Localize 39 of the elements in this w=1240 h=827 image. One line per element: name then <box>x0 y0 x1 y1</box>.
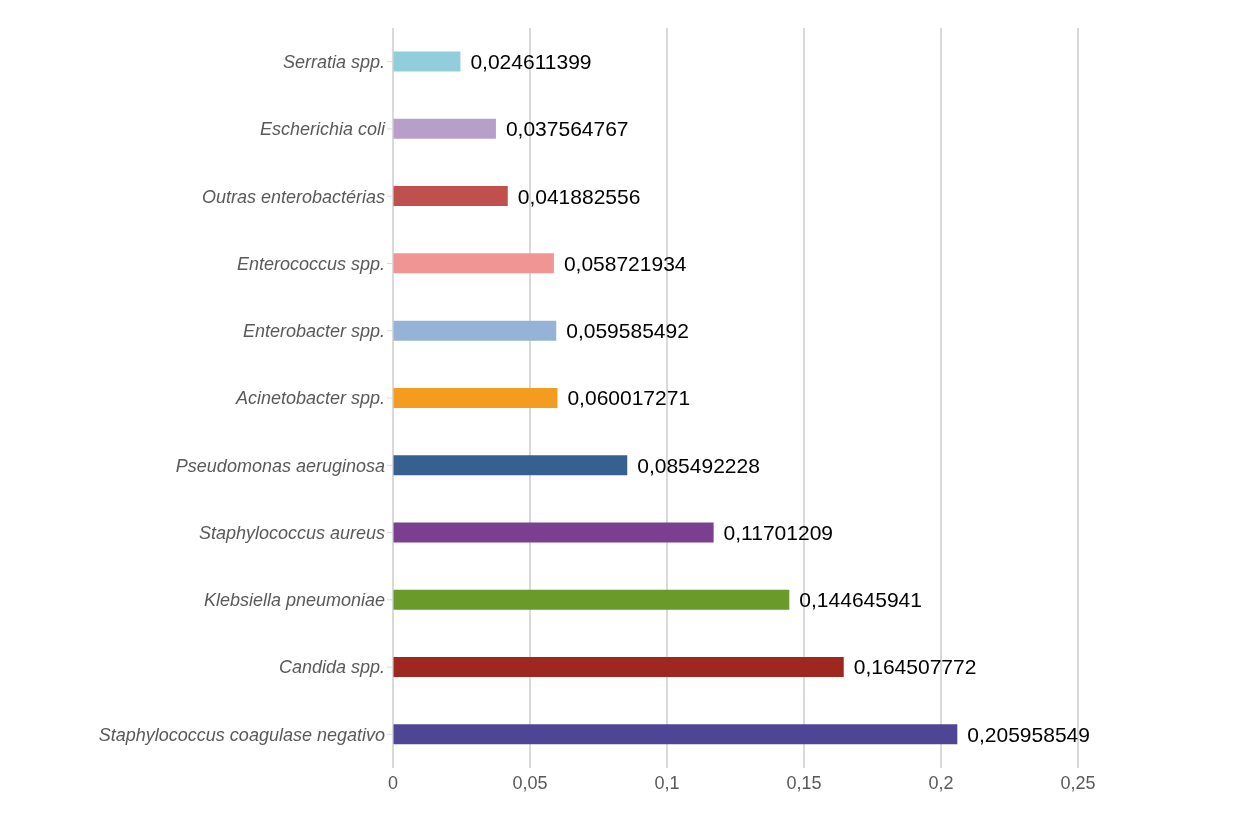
x-tick-label: 0,15 <box>786 772 822 793</box>
bar <box>393 253 554 274</box>
bar <box>393 589 790 610</box>
y-tick-label: Klebsiella pneumoniae <box>203 590 385 611</box>
data-label: 0,058721934 <box>563 251 687 275</box>
bar <box>393 387 558 408</box>
y-tick-label: Acinetobacter spp. <box>234 388 385 409</box>
y-tick-label: Enterococcus spp. <box>236 253 385 274</box>
data-label: 0,024611399 <box>470 50 592 73</box>
data-label: 0,11701209 <box>723 520 833 544</box>
y-tick-label: Outras enterobactérias <box>201 186 385 207</box>
bar <box>393 186 508 207</box>
y-tick-label: Staphylococcus coagulase negativo <box>98 724 385 745</box>
bar <box>393 320 557 341</box>
bar <box>393 118 496 139</box>
data-label: 0,205958549 <box>967 722 1090 746</box>
bar <box>393 724 958 745</box>
x-tick-label: 0,05 <box>512 772 548 793</box>
y-tick-label: Serratia spp. <box>282 52 385 73</box>
bar <box>393 51 461 72</box>
data-label: 0,085492228 <box>637 453 760 477</box>
data-label: 0,059585492 <box>566 319 689 343</box>
data-label: 0,037564767 <box>505 117 629 141</box>
x-tick-label: 0 <box>387 772 399 793</box>
bar <box>393 657 844 677</box>
bar <box>393 522 714 543</box>
y-tick-label: Escherichia coli <box>259 119 386 140</box>
data-label: 0,164507772 <box>853 655 977 679</box>
y-tick-label: Pseudomonas aeruginosa <box>175 455 385 476</box>
y-tick-label: Candida spp. <box>278 657 385 678</box>
x-tick-label: 0,1 <box>654 772 680 793</box>
y-tick-label: Enterobacter spp. <box>242 321 385 342</box>
y-tick-label: Staphylococcus aureus <box>198 522 385 543</box>
data-label: 0,041882556 <box>517 184 641 208</box>
bar <box>393 455 628 476</box>
x-tick-label: 0,25 <box>1060 772 1096 793</box>
data-label: 0,060017271 <box>567 386 691 410</box>
data-label: 0,144645941 <box>799 588 922 612</box>
x-tick-label: 0,2 <box>928 772 954 793</box>
